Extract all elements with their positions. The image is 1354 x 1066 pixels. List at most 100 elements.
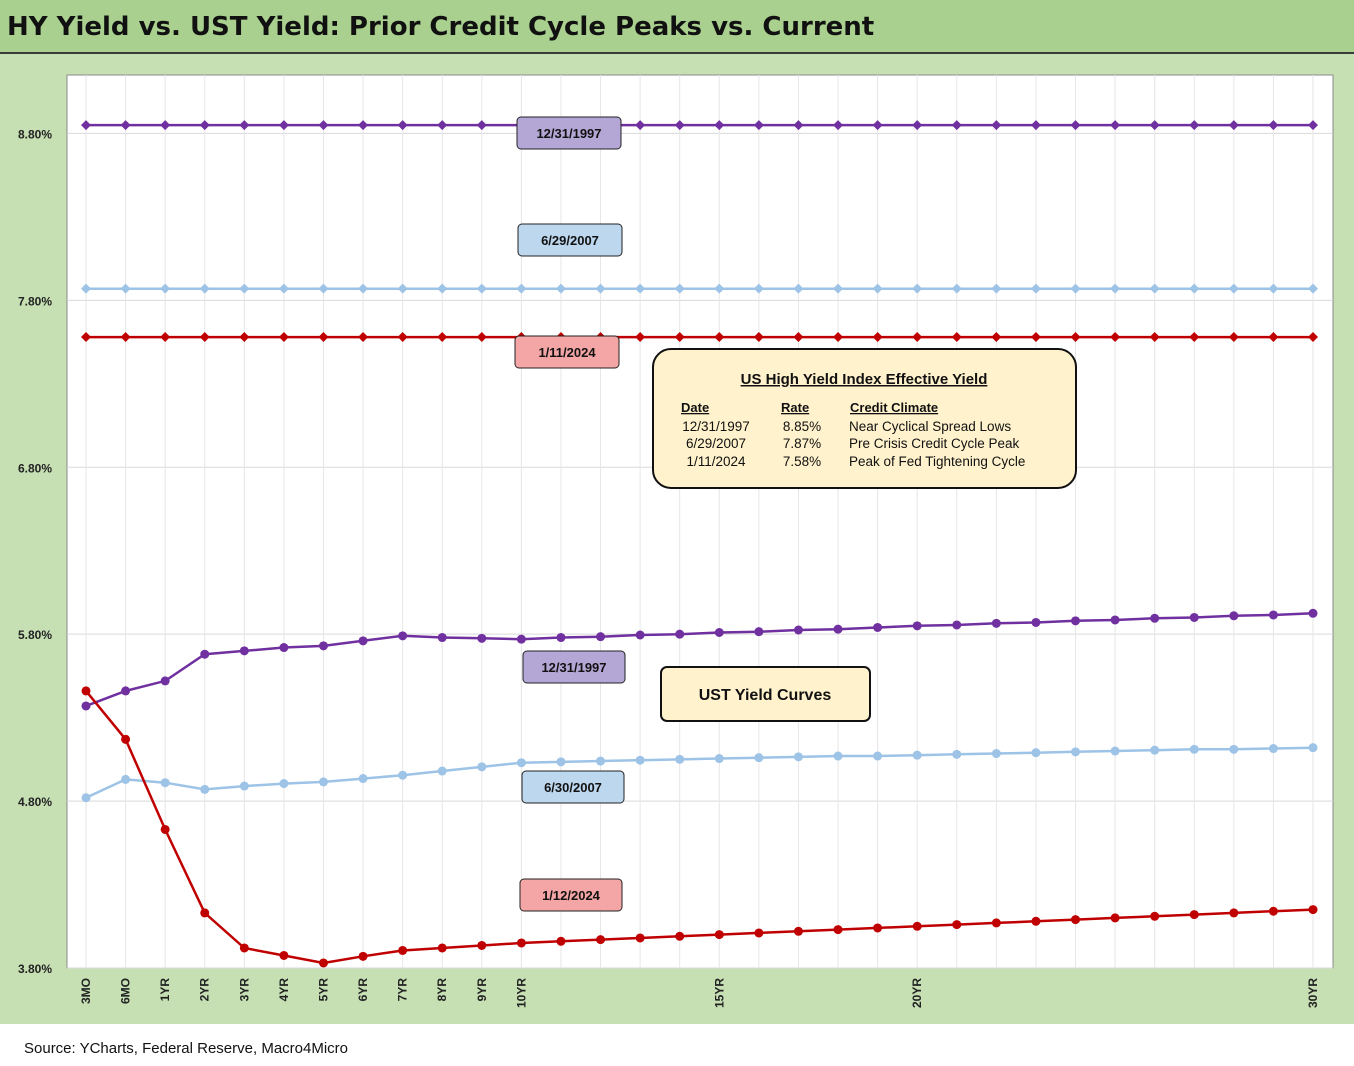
data-point — [753, 283, 764, 294]
data-point — [595, 283, 606, 294]
series-callout: 1/12/2024 — [519, 878, 623, 912]
data-point — [358, 283, 369, 294]
data-point — [81, 793, 91, 803]
data-point — [278, 332, 289, 343]
data-point — [1308, 905, 1318, 915]
data-point — [1228, 332, 1239, 343]
data-point — [516, 938, 526, 948]
series-line — [85, 746, 1314, 799]
data-point — [1030, 332, 1041, 343]
data-point — [596, 756, 606, 766]
data-point — [278, 120, 289, 131]
x-tick-label: 30YR — [1306, 978, 1320, 1008]
data-point — [1071, 747, 1081, 757]
data-point — [358, 332, 369, 343]
data-point — [912, 921, 922, 931]
title-bar: HY Yield vs. UST Yield: Prior Credit Cyc… — [0, 0, 1354, 54]
x-tick-label: 4YR — [277, 978, 291, 1002]
data-point — [278, 283, 289, 294]
x-tick-label: 5YR — [316, 978, 330, 1002]
data-point — [279, 643, 289, 653]
data-point — [437, 633, 447, 643]
data-point — [912, 283, 923, 294]
data-point — [476, 120, 487, 131]
data-point — [239, 332, 250, 343]
data-point — [556, 936, 566, 946]
data-point — [1150, 745, 1160, 755]
data-point — [1268, 283, 1279, 294]
data-point — [1149, 120, 1160, 131]
series-callout: 1/11/2024 — [514, 335, 620, 369]
data-point — [1031, 748, 1041, 758]
data-point — [991, 283, 1002, 294]
data-point — [635, 630, 645, 640]
data-point — [1189, 332, 1200, 343]
x-tick-label: 20YR — [910, 978, 924, 1008]
data-point — [239, 646, 249, 656]
data-point — [753, 332, 764, 343]
series-hy-1 — [81, 283, 1318, 294]
data-point — [477, 940, 487, 950]
data-point — [1228, 283, 1239, 294]
data-point — [477, 762, 487, 772]
data-point — [358, 951, 368, 961]
data-point — [596, 935, 606, 945]
hy-box-header-rate: Rate — [781, 400, 809, 415]
hy-box-row3-date: 1/11/2024 — [686, 454, 746, 469]
series-ust-3 — [81, 608, 1318, 711]
x-tick-label: 8YR — [435, 978, 449, 1002]
x-tick-label: 10YR — [514, 978, 528, 1008]
data-point — [714, 120, 725, 131]
callout-label: 6/29/2007 — [541, 233, 599, 248]
data-point — [793, 625, 803, 635]
callout-label: 6/30/2007 — [544, 780, 602, 795]
x-tick-label: 3MO — [79, 978, 93, 1004]
data-point — [1189, 612, 1199, 622]
data-point — [1031, 617, 1041, 627]
data-point — [239, 120, 250, 131]
y-tick-label: 5.80% — [18, 628, 52, 642]
x-tick-label: 1YR — [158, 978, 172, 1002]
data-point — [991, 918, 1001, 928]
data-point — [635, 755, 645, 765]
data-point — [476, 283, 487, 294]
data-point — [1150, 911, 1160, 921]
data-point — [1189, 910, 1199, 920]
callout-box — [519, 878, 623, 912]
data-point — [675, 754, 685, 764]
data-point — [81, 332, 91, 343]
data-point — [81, 701, 91, 711]
x-tick-label: 7YR — [396, 978, 410, 1002]
data-point — [81, 686, 91, 696]
y-tick-label: 8.80% — [18, 127, 52, 141]
data-point — [398, 770, 408, 780]
data-point — [951, 283, 962, 294]
data-point — [991, 332, 1002, 343]
data-point — [1268, 906, 1278, 916]
data-point — [1110, 120, 1121, 131]
data-point — [1030, 283, 1041, 294]
data-point — [1308, 120, 1318, 131]
data-point — [1308, 608, 1318, 618]
data-point — [1070, 120, 1081, 131]
data-point — [1268, 610, 1278, 620]
data-point — [873, 751, 883, 761]
data-point — [318, 958, 328, 968]
callout-box — [517, 223, 623, 257]
data-point — [556, 757, 566, 767]
data-point — [833, 283, 844, 294]
data-point — [160, 824, 170, 834]
data-point — [1070, 283, 1081, 294]
data-point — [991, 618, 1001, 628]
data-point — [318, 641, 328, 651]
data-point — [793, 926, 803, 936]
data-point — [239, 283, 250, 294]
data-point — [991, 749, 1001, 759]
data-point — [714, 332, 725, 343]
data-point — [239, 781, 249, 791]
data-point — [833, 120, 844, 131]
y-axis-ticks: 3.80% 4.80% 5.80% 6.80% 7.80% 8.80% — [18, 127, 52, 976]
data-point — [200, 784, 210, 794]
hy-box-header-date: Date — [681, 400, 709, 415]
data-point — [912, 750, 922, 760]
